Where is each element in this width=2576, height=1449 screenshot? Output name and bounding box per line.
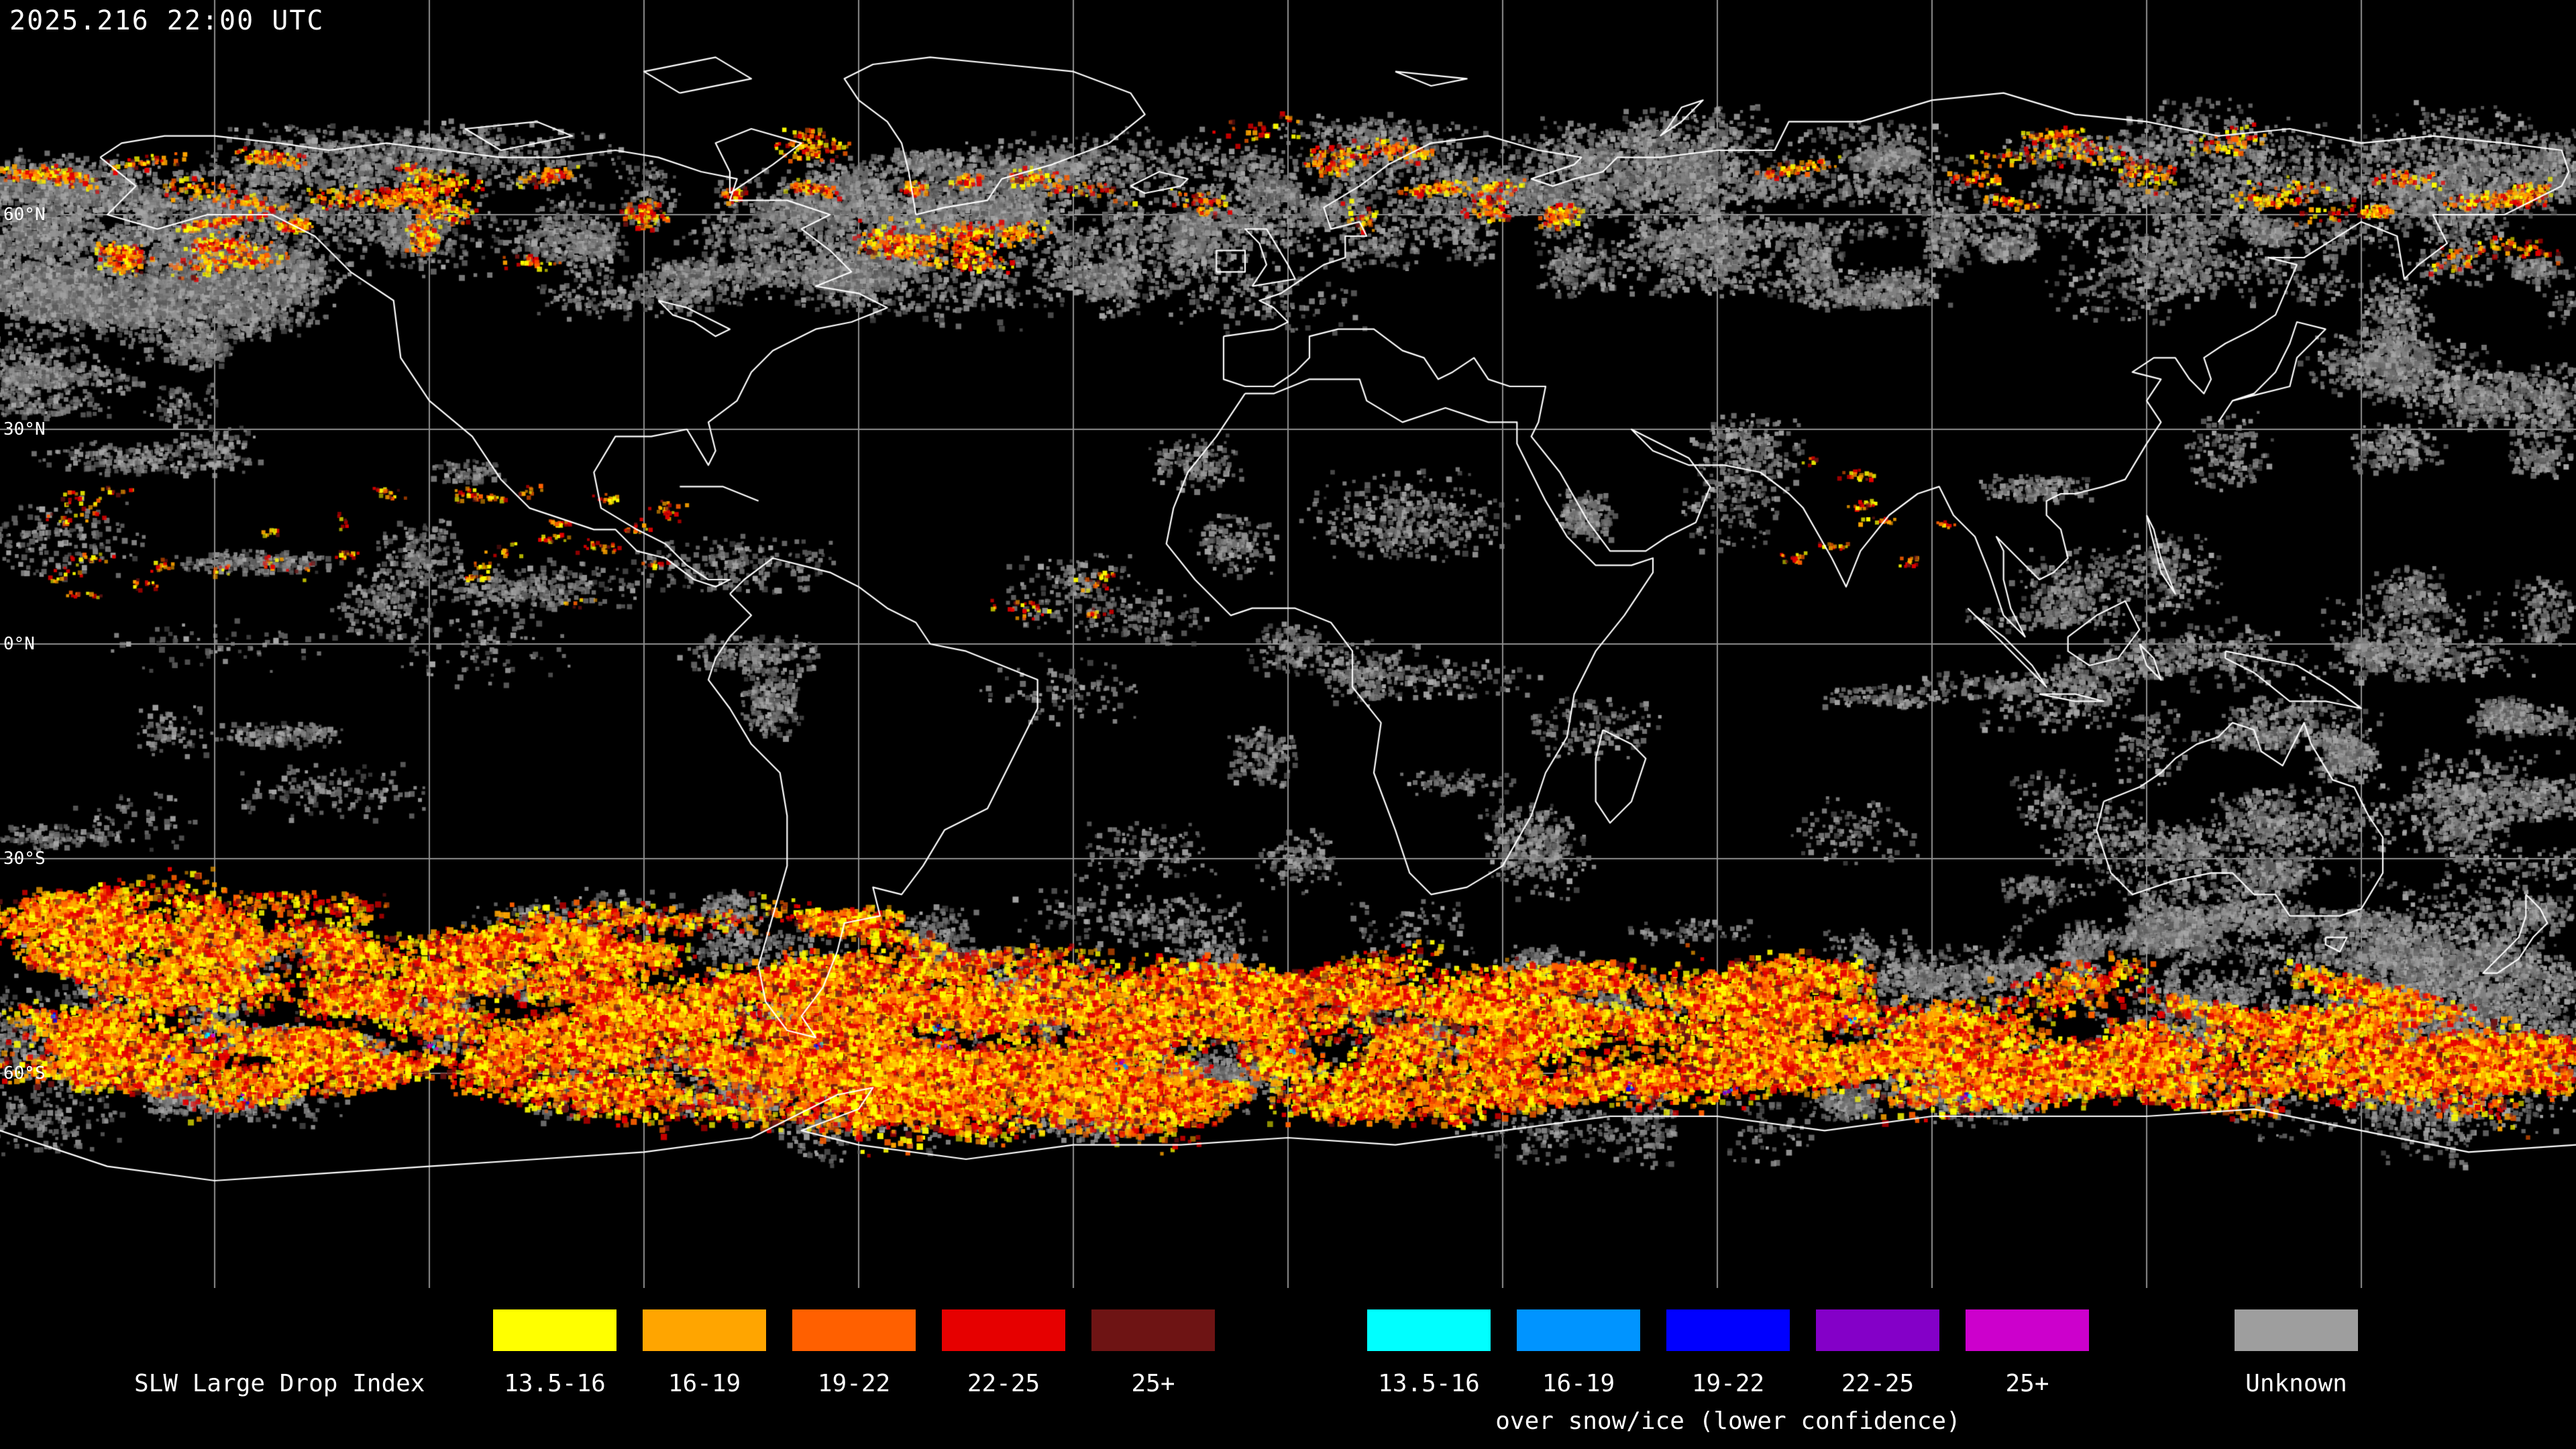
world-map-canvas [0,0,2576,1288]
legend-title: SLW Large Drop Index [134,1370,425,1397]
latitude-label-60s: 60°S [3,1063,46,1083]
legend-label-primary-2: 16-19 [667,1370,741,1397]
latitude-label-60n: 60°N [3,205,46,225]
legend-label-snowice-2: 16-19 [1542,1370,1615,1397]
legend-label-primary-1: 13.5-16 [504,1370,606,1397]
latitude-label-30n: 30°N [3,419,46,439]
timestamp: 2025.216 22:00 UTC [9,5,325,36]
legend-swatch-primary-5 [1091,1309,1215,1351]
legend-swatch-snowice-5 [1966,1309,2089,1351]
legend-swatch-snowice-4 [1816,1309,1939,1351]
legend-swatch-primary-3 [792,1309,916,1351]
legend-swatch-primary-4 [942,1309,1065,1351]
legend-label-snowice-3: 19-22 [1691,1370,1765,1397]
legend-swatch-snowice-3 [1666,1309,1790,1351]
legend-swatch-primary-2 [643,1309,766,1351]
latitude-label-30s: 30°S [3,849,46,869]
legend-label-snowice-5: 25+ [2005,1370,2049,1397]
legend-swatch-primary-1 [493,1309,616,1351]
legend-label-snowice-1: 13.5-16 [1378,1370,1480,1397]
legend-label-unknown: Unknown [2245,1370,2347,1397]
legend-swatch-snowice-2 [1517,1309,1640,1351]
latitude-label-0n: 0°N [3,634,35,654]
legend-snow-ice-subtitle: over snow/ice (lower confidence) [1495,1407,1961,1435]
legend-label-primary-3: 19-22 [817,1370,891,1397]
legend-swatch-snowice-1 [1367,1309,1491,1351]
legend-swatch-unknown [2235,1309,2358,1351]
legend-label-snowice-4: 22-25 [1841,1370,1915,1397]
legend-label-primary-5: 25+ [1131,1370,1175,1397]
legend-label-primary-4: 22-25 [967,1370,1040,1397]
